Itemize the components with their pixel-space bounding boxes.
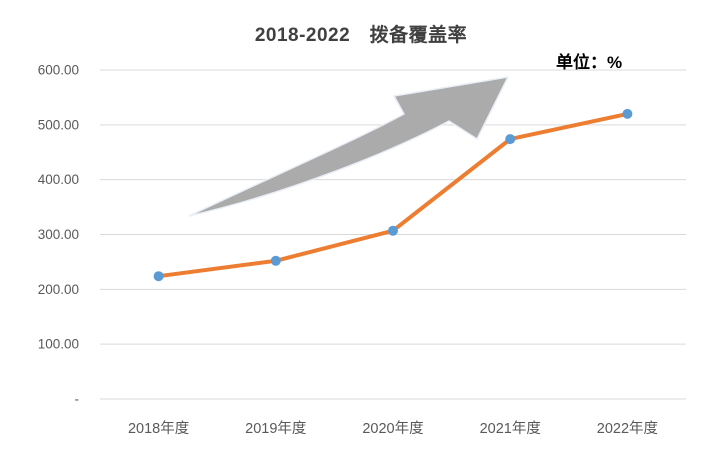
data-point-marker [270, 255, 281, 266]
gridlines-group [100, 69, 686, 400]
y-axis-tick-label: - [75, 392, 80, 407]
y-axis-tick-label: 500.00 [38, 117, 79, 132]
series-markers-group [153, 108, 633, 282]
data-point-marker [622, 108, 633, 119]
data-point-marker [153, 271, 164, 282]
unit-label: 单位：% [556, 53, 623, 72]
y-axis-tick-label: 400.00 [38, 172, 79, 187]
x-axis-tick-label: 2020年度 [362, 420, 423, 437]
data-point-marker [388, 225, 398, 236]
x-axis-tick-label: 2018年度 [128, 420, 189, 437]
y-axis-tick-label: 200.00 [38, 282, 79, 297]
trend-arrow-icon [188, 76, 509, 217]
chart-title: 2018-2022 拨备覆盖率 [254, 25, 468, 46]
y-axis-tick-label: 300.00 [38, 227, 79, 242]
data-point-marker [505, 134, 516, 145]
y-axis-labels-group: 600.00 500.00 400.00 300.00 200.00 100.00 - [38, 63, 79, 407]
x-axis-tick-label: 2021年度 [480, 420, 541, 437]
x-axis-tick-label: 2022年度 [597, 420, 658, 437]
y-axis-tick-label: 100.00 [38, 337, 79, 352]
x-axis-labels-group: 2018年度 2019年度 2020年度 2021年度 2022年度 [128, 420, 658, 437]
x-axis-tick-label: 2019年度 [245, 420, 306, 437]
y-axis-tick-label: 600.00 [38, 63, 79, 78]
